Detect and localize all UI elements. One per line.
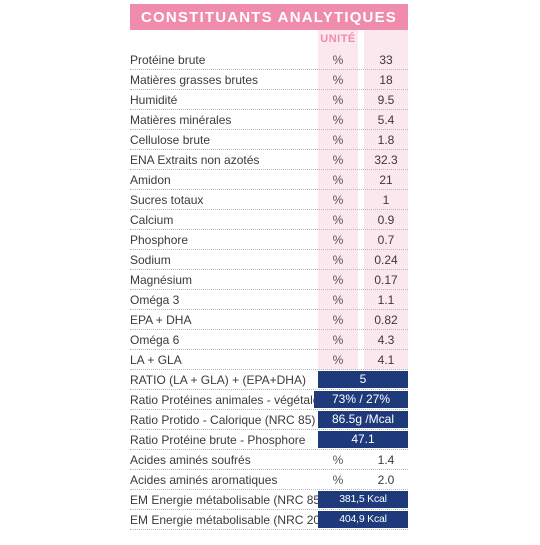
row-label: LA + GLA <box>130 353 182 367</box>
row-value: 1.4 <box>377 453 395 467</box>
energy-label: EM Energie métabolisable (NRC 85) <box>130 493 325 507</box>
energy-value-badge: 381,5 Kcal EM/100g <box>318 491 408 522</box>
energy-value-badge: 404,9 Kcal EM/100g <box>318 511 408 542</box>
row-value: 1 <box>382 193 390 207</box>
section-title: CONSTITUANTS ANALYTIQUES <box>130 4 408 30</box>
ratio-value-badge: 73% / 27% <box>314 391 408 408</box>
ratio-value-badge: 86.5g /Mcal <box>318 411 408 428</box>
row-label: EPA + DHA <box>130 313 192 327</box>
ratio-row: Ratio Protéine brute - Phosphore 47.1 <box>130 430 408 450</box>
row-unit: % <box>332 473 344 487</box>
row-unit: % <box>332 153 344 167</box>
row-unit: % <box>332 213 344 227</box>
row-label: Calcium <box>130 213 174 227</box>
row-label: Matières minérales <box>130 113 232 127</box>
table-row: Oméga 6 % 4.3 <box>130 330 408 350</box>
table-row: ENA Extraits non azotés % 32.3 <box>130 150 408 170</box>
table-row: Magnésium % 0.17 <box>130 270 408 290</box>
energy-row: EM Energie métabolisable (NRC 2006) 404,… <box>130 510 408 542</box>
row-value: 32.3 <box>374 153 398 167</box>
table-row: Amidon % 21 <box>130 170 408 190</box>
row-label: Sucres totaux <box>130 193 204 207</box>
row-value: 0.24 <box>374 253 398 267</box>
table-row: EPA + DHA % 0.82 <box>130 310 408 330</box>
row-value: 21 <box>379 173 393 187</box>
row-unit: % <box>332 353 344 367</box>
row-value: 4.3 <box>377 333 395 347</box>
row-unit: % <box>332 133 344 147</box>
row-label: Amidon <box>130 173 171 187</box>
row-label: Sodium <box>130 253 171 267</box>
row-value: 33 <box>379 53 393 67</box>
table-row: Humidité % 9.5 <box>130 90 408 110</box>
row-value: 1.8 <box>377 133 395 147</box>
table-row: Cellulose brute % 1.8 <box>130 130 408 150</box>
row-label: Oméga 6 <box>130 333 180 347</box>
row-label: Acides aminés aromatiques <box>130 473 278 487</box>
row-value: 2.0 <box>377 473 395 487</box>
row-value: 0.9 <box>377 213 395 227</box>
ratio-row: Ratio Protéines animales - végétales 73%… <box>130 390 408 410</box>
row-unit: % <box>332 233 344 247</box>
energy-row: EM Energie métabolisable (NRC 85) 381,5 … <box>130 490 408 522</box>
unit-column-header: UNITÉ <box>320 33 356 45</box>
table-row: Phosphore % 0.7 <box>130 230 408 250</box>
row-value: 5.4 <box>377 113 395 127</box>
ratio-value-badge: 47.1 <box>318 431 408 448</box>
row-label: Oméga 3 <box>130 293 180 307</box>
analysis-table: Protéine brute % 33 Matières grasses bru… <box>130 50 408 542</box>
row-label: Humidité <box>130 93 178 107</box>
row-label: ENA Extraits non azotés <box>130 153 260 167</box>
row-value: 0.17 <box>374 273 398 287</box>
row-label: Matières grasses brutes <box>130 73 259 87</box>
table-row: Oméga 3 % 1.1 <box>130 290 408 310</box>
row-value: 9.5 <box>377 93 395 107</box>
energy-label: EM Energie métabolisable (NRC 2006) <box>130 513 338 527</box>
row-value: 0.7 <box>377 233 395 247</box>
ratio-label: RATIO (LA + GLA) + (EPA+DHA) <box>130 373 306 387</box>
row-unit: % <box>332 93 344 107</box>
ratio-label: Ratio Protido - Calorique (NRC 85) <box>130 413 316 427</box>
table-row: Acides aminés aromatiques % 2.0 <box>130 470 408 490</box>
row-unit: % <box>332 53 344 67</box>
row-unit: % <box>332 193 344 207</box>
ratio-label: Ratio Protéines animales - végétales <box>130 393 326 407</box>
row-unit: % <box>332 453 344 467</box>
unit-column-background <box>318 30 358 370</box>
row-value: 0.82 <box>374 313 398 327</box>
value-column-background <box>364 30 408 370</box>
ratio-row: RATIO (LA + GLA) + (EPA+DHA) 5 <box>130 370 408 390</box>
row-label: Protéine brute <box>130 53 206 67</box>
table-row: Sucres totaux % 1 <box>130 190 408 210</box>
row-value: 4.1 <box>377 353 395 367</box>
table-row: Matières minérales % 5.4 <box>130 110 408 130</box>
table-row: Protéine brute % 33 <box>130 50 408 70</box>
row-unit: % <box>332 253 344 267</box>
row-label: Acides aminés soufrés <box>130 453 251 467</box>
table-row: Calcium % 0.9 <box>130 210 408 230</box>
row-unit: % <box>332 73 344 87</box>
row-label: Cellulose brute <box>130 133 211 147</box>
row-label: Phosphore <box>130 233 189 247</box>
row-unit: % <box>332 293 344 307</box>
row-value: 1.1 <box>377 293 395 307</box>
row-value: 18 <box>379 73 393 87</box>
ratio-label: Ratio Protéine brute - Phosphore <box>130 433 306 447</box>
row-unit: % <box>332 173 344 187</box>
row-unit: % <box>332 313 344 327</box>
ratio-row: Ratio Protido - Calorique (NRC 85) 86.5g… <box>130 410 408 430</box>
row-unit: % <box>332 113 344 127</box>
row-unit: % <box>332 333 344 347</box>
table-row: LA + GLA % 4.1 <box>130 350 408 370</box>
row-label: Magnésium <box>130 273 193 287</box>
table-row: Matières grasses brutes % 18 <box>130 70 408 90</box>
ratio-value-badge: 5 <box>318 371 408 388</box>
table-row: Sodium % 0.24 <box>130 250 408 270</box>
table-row: Acides aminés soufrés % 1.4 <box>130 450 408 470</box>
row-unit: % <box>332 273 344 287</box>
